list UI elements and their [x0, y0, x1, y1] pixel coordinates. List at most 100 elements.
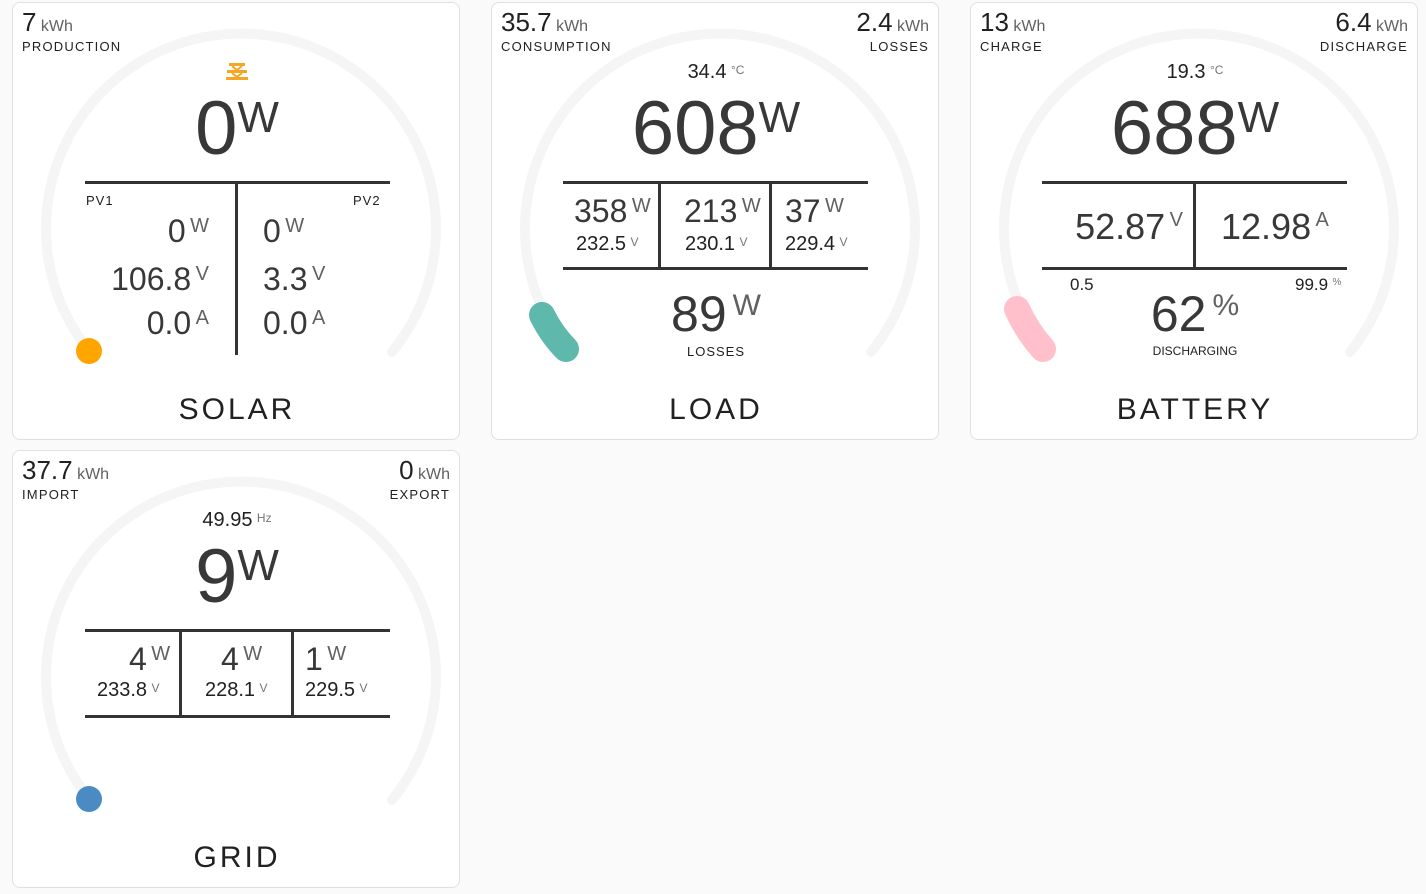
pv2-voltage-value: 3.3 [263, 261, 308, 297]
load-phase-3-power-unit: W [825, 195, 844, 217]
pv2-current-unit: A [311, 307, 326, 329]
battery-voltage-value: 52.87 [1075, 206, 1166, 247]
battery-soc: 62% [971, 286, 1417, 342]
grid-phase-2-power-unit: W [243, 643, 263, 665]
pv2-current-value: 0.0 [263, 305, 308, 341]
grid-gauge-indicator [76, 786, 102, 812]
grid-divider-bottom [85, 715, 390, 718]
load-phase-divider-1 [658, 183, 661, 268]
consumption-value: 35.7 [501, 7, 552, 37]
battery-max-unit: % [1332, 277, 1342, 288]
pv1-current-unit: A [195, 307, 209, 329]
discharge-unit: kWh [1376, 18, 1408, 35]
grid-frequency-unit: Hz [256, 511, 272, 525]
battery-gauge-indicator [1004, 296, 1056, 362]
load-divider-top [563, 181, 868, 184]
solar-panel-sun-icon [226, 63, 248, 80]
battery-soc-value: 62 [1150, 286, 1207, 342]
charge-value: 13 [980, 7, 1009, 37]
grid-card[interactable]: 37.7 kWh IMPORT 0 kWh EXPORT 49.95 Hz 9W… [12, 450, 460, 888]
solar-divider [85, 181, 390, 184]
battery-max: 99.9 % [1295, 275, 1341, 295]
battery-card[interactable]: 13 kWh CHARGE 6.4 kWh DISCHARGE 19.3 °C … [970, 2, 1418, 440]
solar-power-value: 0 [195, 86, 238, 171]
pv2-power-value: 0 [263, 213, 281, 249]
charge-unit: kWh [1013, 18, 1046, 35]
solar-center-divider [235, 183, 238, 355]
pv1-label: PV1 [86, 193, 114, 208]
grid-phase-3-power-value: 1 [305, 641, 323, 677]
grid-frequency: 49.95 Hz [13, 509, 459, 532]
grid-phase-1-voltage-unit: V [151, 681, 160, 695]
solar-gauge [41, 28, 441, 364]
solar-title: SOLAR [178, 393, 296, 426]
battery-temperature: 19.3 °C [971, 61, 1417, 84]
grid-phase-3-voltage-value: 229.5 [305, 679, 356, 701]
load-losses-unit: W [732, 289, 761, 322]
losses-energy-unit: kWh [897, 18, 929, 35]
grid-phase-3-power-unit: W [327, 643, 347, 665]
load-gauge [520, 28, 920, 362]
pv2-label: PV2 [353, 193, 381, 208]
export-label: EXPORT [389, 487, 450, 502]
consumption-label: CONSUMPTION [501, 39, 612, 54]
export-value: 0 [399, 455, 414, 485]
production-stat: 7 kWh [22, 9, 73, 36]
grid-phase-2-power: 4 W [221, 643, 262, 675]
battery-soc-unit: % [1212, 289, 1240, 322]
import-value: 37.7 [22, 455, 73, 485]
battery-gauge [999, 28, 1399, 362]
grid-phase-1-power-value: 4 [129, 641, 147, 677]
load-phase-2-power: 213 W [684, 195, 761, 227]
grid-power-unit: W [237, 541, 279, 590]
pv1-power-value: 0 [167, 213, 186, 249]
load-phase-1-voltage: 232.5 V [576, 233, 639, 256]
grid-phase-2-voltage-unit: V [259, 681, 268, 695]
grid-phase-2-voltage: 228.1 V [205, 679, 268, 702]
load-power-value: 608 [631, 86, 759, 171]
discharge-value: 6.4 [1335, 7, 1372, 37]
load-card[interactable]: 35.7 kWh CONSUMPTION 2.4 kWh LOSSES 34.4… [491, 2, 939, 440]
load-temperature-value: 34.4 [687, 61, 727, 83]
grid-phase-1-voltage: 233.8 V [97, 679, 160, 702]
load-temperature: 34.4 °C [492, 61, 938, 84]
grid-phase-2-voltage-value: 228.1 [205, 679, 256, 701]
grid-phase-1-power-unit: W [151, 643, 171, 665]
load-phase-1-voltage-unit: V [630, 235, 639, 249]
pv2-current: 0.0 A [263, 307, 325, 339]
load-phase-2-voltage-unit: V [739, 235, 748, 249]
export-stat: 0 kWh [399, 457, 450, 484]
discharge-label: DISCHARGE [1319, 39, 1408, 54]
load-phase-2-voltage: 230.1 V [685, 233, 748, 256]
load-divider-bottom [563, 267, 868, 270]
load-power: 608W [492, 91, 938, 167]
load-phase-2-power-value: 213 [684, 193, 738, 229]
pv1-power-unit: W [190, 215, 209, 237]
battery-current-value: 12.98 [1221, 206, 1312, 247]
battery-power-unit: W [1237, 93, 1280, 142]
charge-label: CHARGE [980, 39, 1043, 54]
solar-power-unit: W [237, 93, 279, 142]
load-phase-3-voltage-unit: V [839, 235, 848, 249]
export-unit: kWh [418, 466, 450, 483]
load-losses-label: LOSSES [686, 344, 746, 359]
battery-status-label: DISCHARGING [1152, 344, 1238, 358]
pv2-voltage: 3.3 V [263, 263, 325, 295]
battery-min-label: 0.5 [1070, 275, 1094, 294]
battery-max-value: 99.9 [1295, 275, 1329, 294]
load-temperature-unit: °C [730, 63, 745, 77]
battery-divider-top [1042, 181, 1347, 184]
solar-card[interactable]: 7 kWh PRODUCTION 0W PV1 PV2 0 W 106.8 V … [12, 2, 460, 440]
pv1-current-value: 0.0 [146, 305, 192, 341]
battery-voltage-unit: V [1169, 209, 1183, 231]
battery-temperature-unit: °C [1209, 63, 1224, 77]
load-phase-3-power: 37 W [785, 195, 844, 227]
pv1-current: 0.0 A [147, 307, 209, 339]
grid-phase-divider-1 [179, 631, 182, 716]
solar-power: 0W [13, 91, 459, 167]
pv2-voltage-unit: V [311, 263, 326, 285]
battery-current-unit: A [1315, 209, 1329, 231]
production-label: PRODUCTION [22, 39, 122, 54]
battery-title: BATTERY [1116, 393, 1274, 426]
import-stat: 37.7 kWh [22, 457, 109, 484]
